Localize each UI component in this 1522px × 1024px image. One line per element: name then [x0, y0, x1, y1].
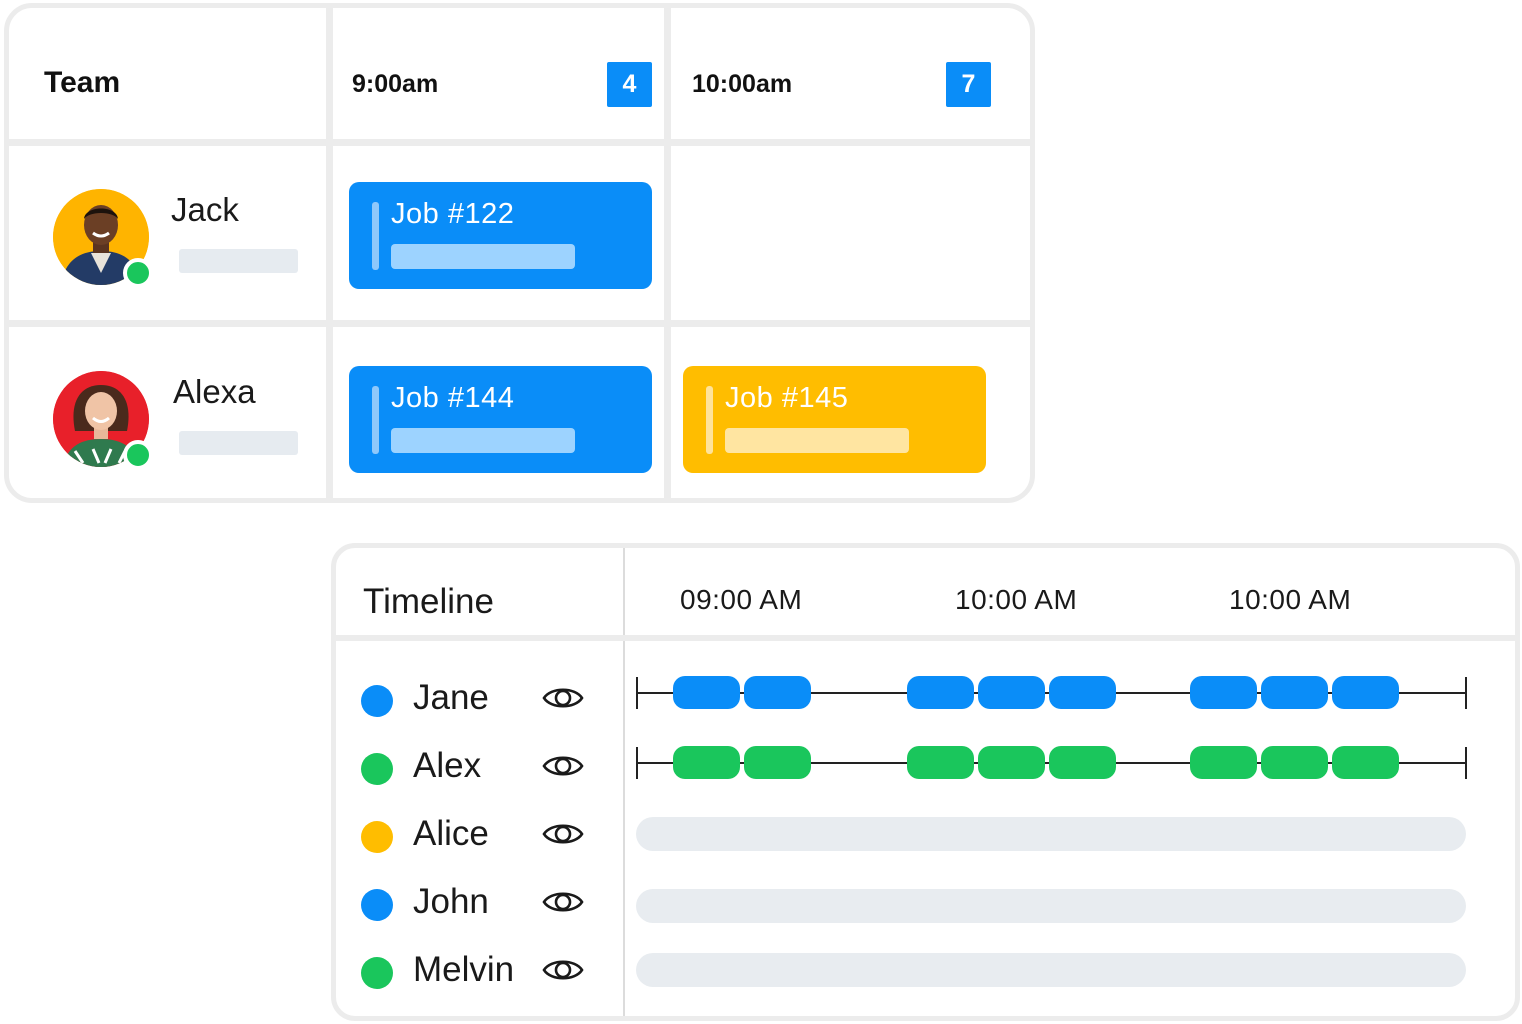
column-divider [623, 548, 625, 1016]
timeline-segment[interactable] [1332, 746, 1399, 779]
online-status-indicator [123, 440, 153, 470]
person-name: Melvin [413, 950, 515, 989]
team-header: Team [44, 66, 121, 99]
eye-icon[interactable] [542, 955, 584, 985]
eye-icon[interactable] [542, 683, 584, 713]
placeholder-bar [179, 431, 298, 455]
timeline-segment[interactable] [1190, 676, 1257, 709]
color-dot [361, 821, 393, 853]
timeline-person-alice: Alice [336, 811, 623, 861]
job-card-145[interactable]: Job #145 [683, 366, 986, 473]
job-card-accent [372, 386, 379, 454]
job-count-badge[interactable]: 7 [946, 62, 991, 107]
timeline-person-jane: Jane [336, 675, 623, 725]
timeline-segment[interactable] [978, 746, 1045, 779]
timeline-segment[interactable] [1049, 746, 1116, 779]
timeline-track-alex [636, 746, 1467, 780]
job-card-accent [706, 386, 713, 454]
timeline-track-placeholder [636, 953, 1466, 987]
avatar-alexa[interactable] [53, 371, 149, 467]
color-dot [361, 685, 393, 717]
member-name: Alexa [173, 373, 256, 410]
timeline-segment[interactable] [1261, 746, 1328, 779]
color-dot [361, 889, 393, 921]
timeline-segment[interactable] [673, 676, 740, 709]
timeline-time-label: 09:00 AM [680, 584, 803, 615]
track-end-cap [1465, 677, 1467, 709]
job-label: Job #122 [391, 198, 515, 230]
placeholder-bar [391, 428, 575, 453]
person-name: Jane [413, 678, 489, 717]
job-card-accent [372, 202, 379, 270]
eye-icon[interactable] [542, 751, 584, 781]
member-name: Jack [171, 191, 239, 228]
track-start-cap [636, 677, 638, 709]
eye-icon[interactable] [542, 887, 584, 917]
avatar-jack[interactable] [53, 189, 149, 285]
track-end-cap [1465, 747, 1467, 779]
time-header-0900: 9:00am [352, 70, 439, 98]
timeline-track-jane [636, 676, 1467, 710]
timeline-segment[interactable] [673, 746, 740, 779]
row-divider [9, 320, 1030, 327]
timeline-segment[interactable] [744, 676, 811, 709]
time-header-1000: 10:00am [692, 70, 793, 98]
timeline-segment[interactable] [978, 676, 1045, 709]
placeholder-bar [725, 428, 909, 453]
timeline-segment[interactable] [744, 746, 811, 779]
row-divider [9, 139, 1030, 146]
job-count-badge[interactable]: 4 [607, 62, 652, 107]
job-label: Job #144 [391, 382, 515, 414]
placeholder-bar [179, 249, 298, 273]
color-dot [361, 957, 393, 989]
timeline-segment[interactable] [1049, 676, 1116, 709]
timeline-person-alex: Alex [336, 743, 623, 793]
timeline-segment[interactable] [907, 746, 974, 779]
timeline-card: Timeline 09:00 AM 10:00 AM 10:00 AM Jane… [331, 543, 1520, 1021]
person-name: John [413, 882, 489, 921]
header-divider [336, 635, 1515, 641]
timeline-segment[interactable] [1261, 676, 1328, 709]
eye-icon[interactable] [542, 819, 584, 849]
job-label: Job #145 [725, 382, 849, 414]
person-name: Alex [413, 746, 482, 785]
timeline-person-john: John [336, 879, 623, 929]
timeline-track-placeholder [636, 817, 1466, 851]
timeline-title: Timeline [363, 582, 494, 621]
schedule-card: Team 9:00am 4 10:00am 7 Jack Job #122 [4, 3, 1035, 503]
online-status-indicator [123, 258, 153, 288]
column-divider [326, 8, 333, 498]
track-start-cap [636, 747, 638, 779]
timeline-time-label: 10:00 AM [955, 584, 1078, 615]
column-divider [664, 8, 671, 498]
person-name: Alice [413, 814, 489, 853]
timeline-person-melvin: Melvin [336, 947, 623, 997]
timeline-time-label: 10:00 AM [1229, 584, 1352, 615]
timeline-track-placeholder [636, 889, 1466, 923]
person-portrait [53, 371, 149, 467]
job-card-144[interactable]: Job #144 [349, 366, 652, 473]
timeline-segment[interactable] [1332, 676, 1399, 709]
timeline-segment[interactable] [907, 676, 974, 709]
placeholder-bar [391, 244, 575, 269]
person-portrait [53, 189, 149, 285]
job-card-122[interactable]: Job #122 [349, 182, 652, 289]
color-dot [361, 753, 393, 785]
timeline-segment[interactable] [1190, 746, 1257, 779]
